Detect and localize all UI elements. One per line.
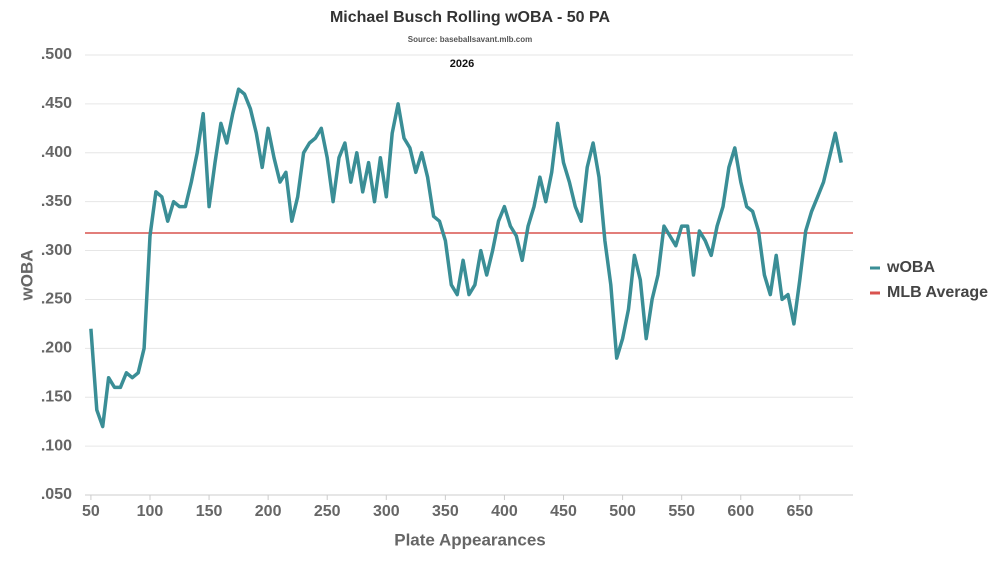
x-tick-label: 450 — [550, 503, 577, 520]
x-tick-label: 100 — [137, 503, 164, 520]
y-tick-label: .250 — [41, 291, 72, 308]
x-tick-label: 150 — [196, 503, 223, 520]
y-tick-label: .300 — [41, 242, 72, 259]
annotation: 2026 — [450, 58, 474, 70]
chart-subtitle: Source: baseballsavant.mlb.com — [408, 35, 533, 44]
series-line — [89, 87, 843, 429]
x-tick-label: 50 — [82, 503, 100, 520]
x-tick-label: 200 — [255, 503, 282, 520]
y-tick-label: .100 — [41, 437, 72, 454]
x-tick-label: 400 — [491, 503, 518, 520]
y-tick-label: .400 — [41, 144, 72, 161]
y-tick-label: .500 — [41, 46, 72, 63]
x-tick-label: 350 — [432, 503, 459, 520]
y-tick-label: .150 — [41, 388, 72, 405]
x-tick-label: 550 — [668, 503, 695, 520]
x-axis-label: Plate Appearances — [394, 530, 546, 549]
x-tick-label: 300 — [373, 503, 400, 520]
y-axis-label: wOBA — [17, 250, 36, 302]
x-tick-label: 600 — [727, 503, 754, 520]
y-tick-label: .350 — [41, 193, 72, 210]
y-tick-label: .050 — [41, 486, 72, 503]
x-tick-label: 500 — [609, 503, 636, 520]
x-tick-label: 250 — [314, 503, 341, 520]
x-tick-label: 650 — [786, 503, 813, 520]
y-tick-label: .450 — [41, 95, 72, 112]
legend-label: MLB Average — [887, 284, 988, 301]
chart-title: Michael Busch Rolling wOBA - 50 PA — [330, 9, 610, 26]
legend-label: wOBA — [886, 259, 935, 276]
y-tick-label: .200 — [41, 340, 72, 357]
